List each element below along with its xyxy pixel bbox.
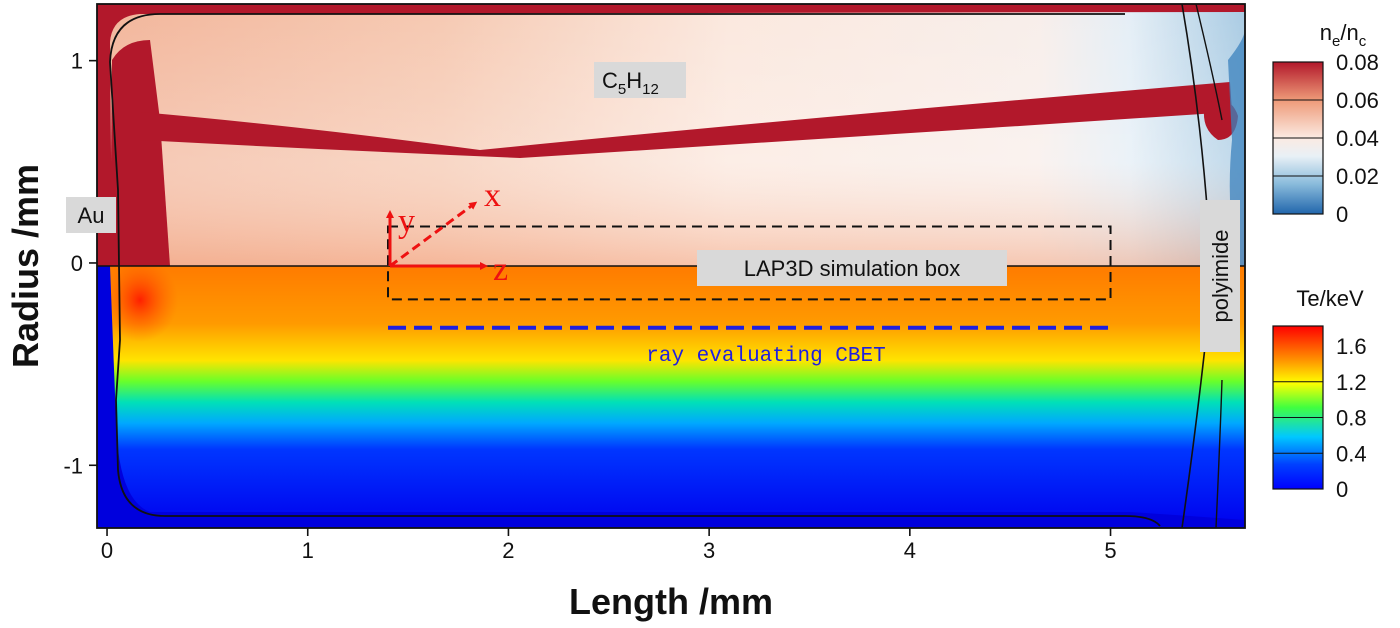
window-contour-outer	[1195, 4, 1223, 528]
coordinate-axes: y x z	[386, 177, 508, 288]
x-tick-label: 5	[1104, 538, 1116, 563]
temperature-colorbar: Te/keV 1.6 1.2 0.8 0.4 0	[1272, 286, 1367, 502]
temperature-colorbar-ticks: 1.6 1.2 0.8 0.4 0	[1273, 334, 1367, 502]
plot-frame	[96, 3, 1246, 529]
x-axis-ticks: 0 1 2 3 4 5	[101, 528, 1117, 563]
colorbar-tick-label: 1.2	[1336, 370, 1367, 395]
temperature-hot-spot	[102, 258, 178, 342]
colorbar-tick-label: 0	[1336, 477, 1348, 502]
x-direction-label: x	[484, 177, 501, 214]
annotation-au-text: Au	[78, 203, 105, 228]
y-tick-label: 0	[71, 251, 83, 276]
dense-plasma-streak	[140, 82, 1232, 158]
colorbar-tick-label: 0.4	[1336, 441, 1367, 466]
x-tick-label: 3	[703, 538, 715, 563]
density-colorbar-ticks: 0.08 0.06 0.04 0.02 0	[1273, 50, 1379, 227]
annotation-fill-gas: C5H12	[594, 62, 686, 98]
temperature-map-background	[97, 266, 1245, 528]
annotation-simulation-box-text: LAP3D simulation box	[744, 256, 960, 281]
colorbar-tick-label: 0.06	[1336, 88, 1379, 113]
y-axis-title: Radius /mm	[5, 164, 46, 368]
x-tick-label: 2	[502, 538, 514, 563]
annotation-cbet-ray-text: ray evaluating CBET	[646, 345, 885, 368]
laser-entrance-hole-blob	[1203, 100, 1238, 140]
plot-area	[97, 4, 1245, 528]
colorbar-tick-label: 0.8	[1336, 406, 1367, 431]
annotation-fill-gas-text: C5H12	[602, 68, 659, 98]
annotation-window: polyimide	[1200, 200, 1240, 352]
colorbar-tick-label: 1.6	[1336, 334, 1367, 359]
colorbar-tick-label: 0.04	[1336, 126, 1379, 151]
colorbar-tick-label: 0.08	[1336, 50, 1379, 75]
x-axis-title: Length /mm	[569, 581, 773, 622]
simulation-box	[387, 225, 1112, 301]
x-tick-label: 1	[302, 538, 314, 563]
x-direction-arrow	[389, 201, 478, 268]
annotation-window-text: polyimide	[1208, 230, 1233, 323]
colorbar-tick-label: 0.02	[1336, 164, 1379, 189]
density-colorbar: ne/nc 0.08 0.06 0.04 0.02 0	[1272, 20, 1379, 227]
temperature-colorbar-scale	[1272, 325, 1324, 490]
annotation-simulation-box: LAP3D simulation box	[697, 250, 1007, 286]
density-colorbar-title: ne/nc	[1320, 20, 1367, 50]
annotation-au: Au	[66, 197, 116, 233]
y-tick-label: -1	[63, 453, 83, 478]
z-direction-label: z	[493, 251, 508, 288]
colorbar-tick-label: 0	[1336, 202, 1348, 227]
y-direction-label: y	[398, 203, 415, 240]
y-axis-ticks: 1 0 -1	[63, 49, 97, 478]
hohlraum-wall-contour	[109, 13, 1161, 527]
x-tick-label: 0	[101, 538, 113, 563]
x-tick-label: 4	[904, 538, 916, 563]
y-tick-label: 1	[71, 49, 83, 74]
laser-entrance-spot	[110, 40, 170, 266]
temperature-colorbar-title: Te/keV	[1296, 286, 1364, 311]
